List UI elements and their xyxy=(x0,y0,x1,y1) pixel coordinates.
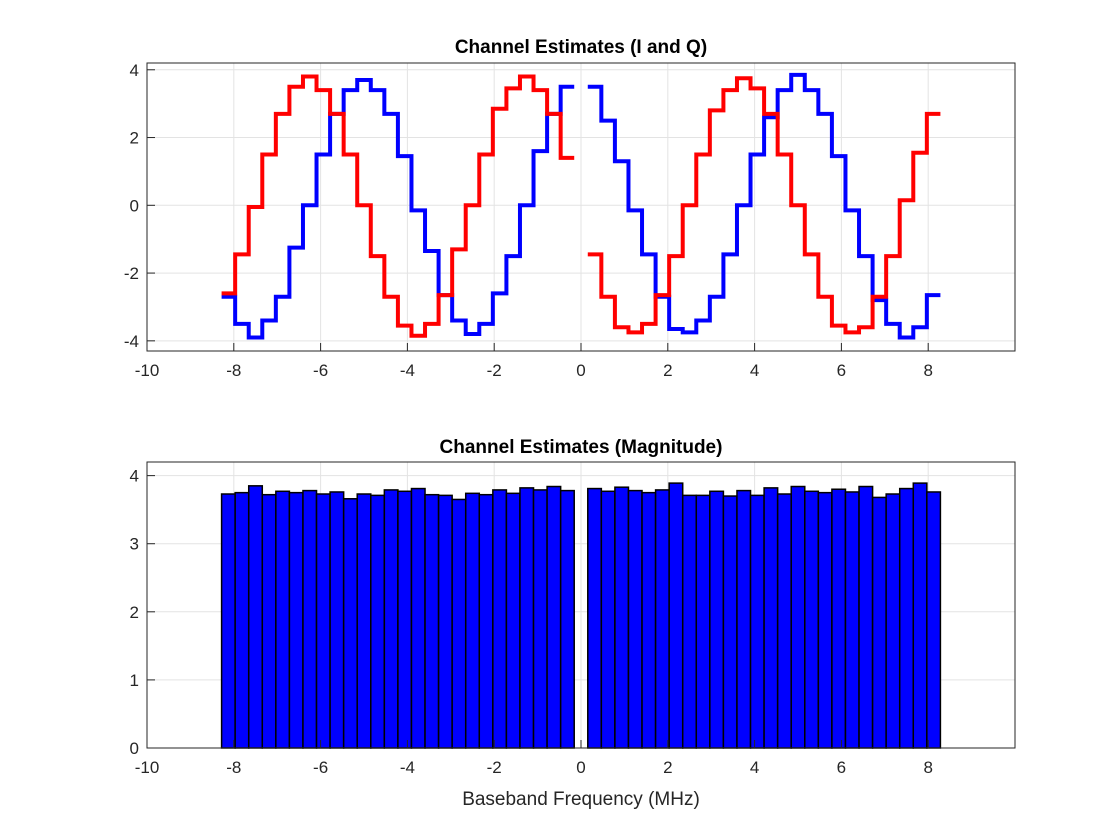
magnitude-bar xyxy=(871,496,887,749)
magnitude-bar xyxy=(464,492,481,749)
magnitude-chart-title: Channel Estimates (Magnitude) xyxy=(440,437,723,458)
magnitude-bar xyxy=(546,485,562,749)
iq-chart-title: Channel Estimates (I and Q) xyxy=(455,37,707,58)
1-x-tick-label: 6 xyxy=(837,758,846,777)
magnitude-bar xyxy=(532,489,548,749)
1-x-tick-label: 2 xyxy=(663,758,672,777)
1-x-tick-label: -6 xyxy=(313,758,328,777)
magnitude-bar xyxy=(627,489,643,749)
0-x-tick-label: -6 xyxy=(313,361,328,380)
magnitude-bar xyxy=(614,486,630,749)
1-x-tick-label: -8 xyxy=(226,758,241,777)
1-y-tick-label: 2 xyxy=(130,603,139,622)
iq-series-lines xyxy=(221,72,941,340)
0-x-tick-label: -10 xyxy=(135,361,160,380)
magnitude-bar xyxy=(749,494,765,749)
magnitude-bar xyxy=(912,482,928,749)
magnitude-bar xyxy=(654,489,670,749)
magnitude-bar xyxy=(587,487,603,749)
magnitude-bar xyxy=(424,493,440,749)
magnitude-bar xyxy=(600,490,616,749)
series-line-red xyxy=(221,74,941,338)
magnitude-bar xyxy=(302,489,318,749)
magnitude-bar xyxy=(831,488,847,749)
magnitude-bar xyxy=(234,491,250,749)
magnitude-bar xyxy=(709,490,725,749)
1-y-tick-label: 0 xyxy=(130,739,139,758)
0-y-tick-label: -2 xyxy=(124,264,139,283)
magnitude-bar xyxy=(505,492,521,749)
magnitude-bar xyxy=(763,487,779,749)
magnitude-bar xyxy=(926,491,942,749)
0-x-tick-label: 6 xyxy=(837,361,846,380)
0-x-tick-label: 0 xyxy=(576,361,585,380)
magnitude-bar xyxy=(817,491,833,749)
magnitude-bar xyxy=(397,490,413,749)
magnitude-bar xyxy=(342,498,358,749)
1-x-tick-label: 8 xyxy=(923,758,932,777)
1-x-tick-label: 4 xyxy=(750,758,759,777)
magnitude-bar xyxy=(559,489,575,749)
magnitude-bar xyxy=(261,493,277,749)
magnitude-bar xyxy=(736,489,752,749)
magnitude-bar xyxy=(451,498,467,749)
magnitude-bar xyxy=(315,493,331,749)
magnitude-bar xyxy=(790,485,806,749)
magnitude-bar xyxy=(478,493,494,749)
0-x-tick-label: -8 xyxy=(226,361,241,380)
1-y-tick-label: 1 xyxy=(130,671,139,690)
magnitude-bar xyxy=(519,487,535,749)
magnitude-bar xyxy=(492,489,508,749)
magnitude-bar xyxy=(858,485,874,749)
0-x-tick-label: -2 xyxy=(487,361,502,380)
magnitude-bar xyxy=(898,487,915,749)
magnitude-subplot: -10 -8 -6 -4 -2 0 2 4 6 8 0 1 2 3 4 Channel Estimates … xyxy=(130,437,1016,810)
magnitude-bar xyxy=(247,485,264,749)
magnitude-bar xyxy=(329,491,345,749)
1-x-tick-label: -4 xyxy=(400,758,415,777)
magnitude-bar xyxy=(288,491,304,749)
1-x-tick-label: 0 xyxy=(576,758,585,777)
0-x-tick-label: 8 xyxy=(923,361,932,380)
0-x-tick-label: -4 xyxy=(400,361,415,380)
magnitude-bar xyxy=(722,495,738,749)
magnitude-bar xyxy=(220,493,236,749)
1-x-tick-label: -2 xyxy=(487,758,502,777)
magnitude-bar xyxy=(844,491,860,749)
magnitude-bar xyxy=(437,494,453,749)
magnitude-bar xyxy=(641,491,657,749)
magnitude-bar xyxy=(370,494,386,749)
iq-tick-labels: -10 -8 -6 -4 -2 0 2 4 6 8 -4 -2 0 2 4 xyxy=(124,61,933,380)
0-y-tick-label: 2 xyxy=(130,129,139,148)
magnitude-bar xyxy=(383,489,399,749)
1-x-tick-label: -10 xyxy=(135,758,160,777)
0-y-tick-label: 4 xyxy=(130,61,139,80)
1-y-tick-label: 3 xyxy=(130,535,139,554)
0-y-tick-label: 0 xyxy=(130,196,139,215)
magnitude-bar xyxy=(804,490,820,749)
0-x-tick-label: 2 xyxy=(663,361,672,380)
magnitude-bar xyxy=(410,487,426,749)
0-y-tick-label: -4 xyxy=(124,332,139,351)
1-y-tick-label: 4 xyxy=(130,467,139,486)
magnitude-bar xyxy=(695,494,711,749)
0-x-tick-label: 4 xyxy=(750,361,759,380)
magnitude-bar xyxy=(275,490,291,749)
magnitude-bar xyxy=(776,493,792,749)
magnitude-bar xyxy=(356,493,372,749)
magnitude-tick-labels: -10 -8 -6 -4 -2 0 2 4 6 8 0 1 2 3 4 xyxy=(130,467,933,777)
x-axis-label: Baseband Frequency (MHz) xyxy=(462,789,700,810)
magnitude-bar xyxy=(885,493,901,749)
series-line-blue xyxy=(221,72,941,340)
magnitude-bar xyxy=(668,482,684,749)
iq-subplot: -10 -8 -6 -4 -2 0 2 4 6 8 -4 -2 0 2 4 Channel Estimate… xyxy=(124,37,1016,380)
magnitude-bars xyxy=(220,482,942,749)
magnitude-bar xyxy=(681,494,698,749)
